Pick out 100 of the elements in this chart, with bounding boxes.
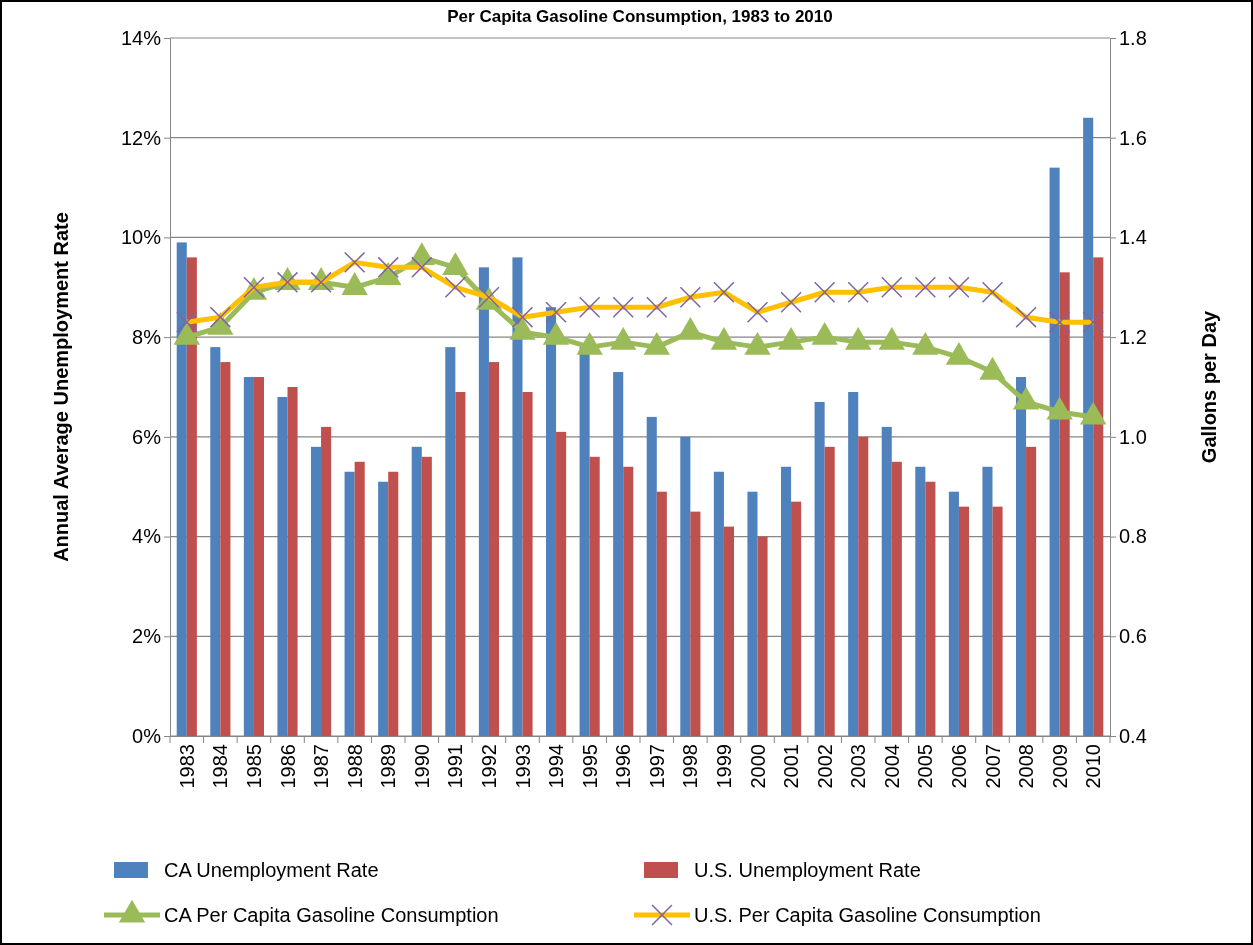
bar <box>421 456 432 736</box>
x-tick-label: 1991 <box>444 744 467 789</box>
bar <box>354 461 365 736</box>
bar <box>925 481 936 736</box>
y2-tick-label: 1.8 <box>1119 26 1147 49</box>
bar <box>1049 167 1060 736</box>
x-tick-label: 2010 <box>1082 744 1105 789</box>
bar <box>321 426 332 736</box>
x-tick-label: 1984 <box>209 744 232 789</box>
x-tick-label: 2003 <box>847 744 870 789</box>
bar <box>992 506 1003 736</box>
bar <box>243 377 254 736</box>
bar <box>1059 272 1070 736</box>
bar <box>253 377 264 736</box>
y2-tick-label: 1.2 <box>1119 326 1147 349</box>
x-tick-label: 1985 <box>242 744 265 789</box>
y-tick-label: 8% <box>132 326 162 349</box>
bar <box>411 446 422 736</box>
bar <box>1026 446 1037 736</box>
x-tick-label: 1983 <box>175 744 198 789</box>
bar <box>512 257 523 736</box>
y-tick-label: 4% <box>132 525 162 548</box>
bar <box>958 506 969 736</box>
x-tick-label: 2004 <box>880 744 903 789</box>
x-tick-label: 1996 <box>612 744 635 789</box>
bar <box>646 416 657 736</box>
bar <box>680 436 691 736</box>
x-tick-label: 2005 <box>914 744 937 789</box>
bar <box>747 491 758 736</box>
x-tick-label: 1992 <box>477 744 500 789</box>
bar <box>210 347 221 736</box>
bar <box>1083 117 1094 736</box>
bar <box>1016 377 1027 736</box>
bar <box>311 446 322 736</box>
legend-label: CA Per Capita Gasoline Consumption <box>164 904 499 926</box>
bar <box>781 466 792 736</box>
bar <box>824 446 835 736</box>
bar <box>455 391 466 736</box>
y2-axis-title: Gallons per Day <box>1198 309 1220 464</box>
y-tick-label: 12% <box>120 126 162 149</box>
bar <box>915 466 926 736</box>
bar <box>522 391 533 736</box>
bar <box>579 347 590 736</box>
bar <box>656 491 667 736</box>
bar <box>757 536 768 736</box>
y2-tick-label: 1.4 <box>1119 226 1147 249</box>
x-tick-label: 1988 <box>343 744 366 789</box>
chart-title: Per Capita Gasoline Consumption, 1983 to 2010 <box>447 7 833 26</box>
bar <box>814 401 825 736</box>
x-tick-label: 1997 <box>645 744 668 789</box>
legend-label: U.S. Unemployment Rate <box>694 859 921 881</box>
y-tick-label: 0% <box>132 724 162 747</box>
y2-tick-label: 0.6 <box>1119 625 1147 648</box>
y2-tick-label: 0.4 <box>1119 724 1147 747</box>
x-tick-label: 1998 <box>679 744 702 789</box>
bar <box>982 466 993 736</box>
bar <box>613 372 624 736</box>
y2-tick-label: 1.0 <box>1119 425 1147 448</box>
x-tick-label: 2007 <box>981 744 1004 789</box>
x-tick-label: 2001 <box>780 744 803 789</box>
x-tick-label: 2008 <box>1015 744 1038 789</box>
x-tick-label: 1994 <box>545 744 568 789</box>
y-tick-label: 14% <box>120 26 162 49</box>
y-tick-label: 10% <box>120 226 162 249</box>
bar <box>848 391 859 736</box>
bar <box>277 396 288 736</box>
bar <box>388 471 399 736</box>
bar <box>488 362 499 736</box>
bar <box>891 461 902 736</box>
bar <box>186 257 197 736</box>
bar <box>546 307 557 736</box>
bar <box>858 436 869 736</box>
bar <box>723 526 734 736</box>
bar <box>344 471 355 736</box>
x-tick-label: 2000 <box>746 744 769 789</box>
legend-label: CA Unemployment Rate <box>164 859 379 881</box>
bar <box>445 347 456 736</box>
x-tick-label: 1995 <box>578 744 601 789</box>
bar <box>881 426 892 736</box>
x-tick-label: 1990 <box>410 744 433 789</box>
bar <box>176 242 187 736</box>
bar <box>1093 257 1104 736</box>
y-tick-label: 6% <box>132 425 162 448</box>
x-tick-label: 1999 <box>712 744 735 789</box>
x-tick-label: 1987 <box>310 744 333 789</box>
bar <box>556 431 567 736</box>
x-tick-label: 2002 <box>813 744 836 789</box>
bar <box>690 511 701 736</box>
bar <box>478 267 489 736</box>
x-tick-label: 1993 <box>511 744 534 789</box>
y-axis-title: Annual Average Unemployment Rate <box>50 212 72 562</box>
bar <box>589 456 600 736</box>
bar <box>948 491 959 736</box>
x-tick-label: 2009 <box>1048 744 1071 789</box>
x-tick-label: 1989 <box>377 744 400 789</box>
bar <box>220 362 231 736</box>
bar <box>623 466 634 736</box>
y2-tick-label: 0.8 <box>1119 525 1147 548</box>
y2-tick-label: 1.6 <box>1119 126 1147 149</box>
bar <box>378 481 389 736</box>
